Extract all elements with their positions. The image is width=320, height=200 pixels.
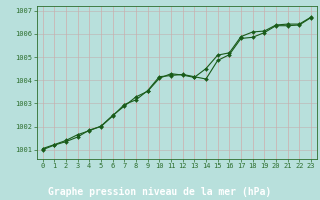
Text: Graphe pression niveau de la mer (hPa): Graphe pression niveau de la mer (hPa) (48, 187, 272, 197)
